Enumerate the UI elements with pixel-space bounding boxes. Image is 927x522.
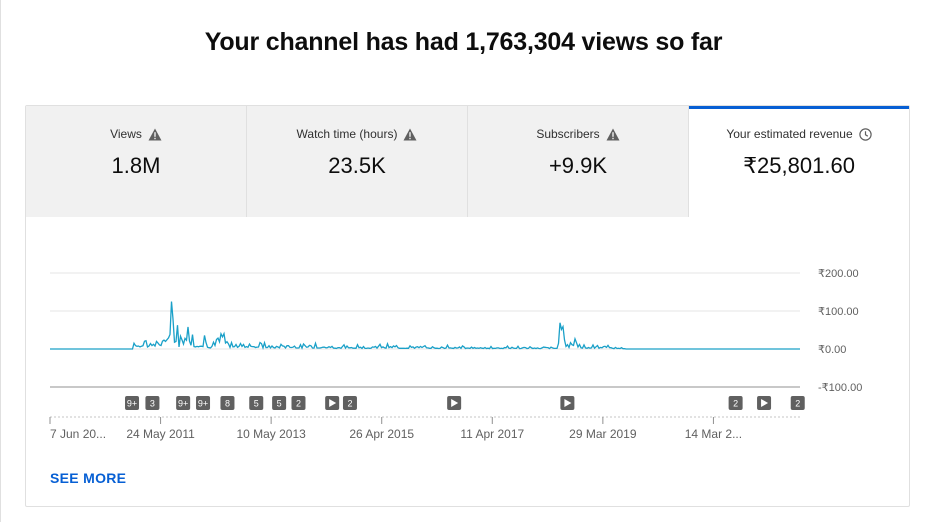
x-tick-label: 11 Apr 2017 [460,427,524,441]
play-icon [761,399,769,407]
left-border [0,0,1,522]
tab-watch-time[interactable]: Watch time (hours) 23.5K [247,106,468,217]
x-tick-label: 14 Mar 2... [685,427,742,441]
see-more-link[interactable]: SEE MORE [50,470,127,486]
warning-icon[interactable] [148,128,162,141]
annotation-marker-label: 5 [254,399,259,409]
x-tick-label: 24 May 2011 [126,427,195,441]
annotation-marker [728,396,743,410]
annotation-marker-label: 5 [277,399,282,409]
annotation-marker [272,396,287,410]
tab-watch-time-value: 23.5K [328,153,386,178]
annotation-marker-label: 9+ [127,399,137,409]
tab-views-label: Views [110,127,142,141]
metric-tabs: Views 1.8M Watch time (hours) 23.5K Subs… [26,106,909,217]
x-tick-label: 26 Apr 2015 [349,427,414,441]
play-icon [564,399,572,407]
tab-views[interactable]: Views 1.8M [26,106,247,217]
tab-subscribers-value: +9.9K [548,153,608,178]
annotation-marker [145,396,160,410]
tab-revenue-label: Your estimated revenue [726,127,853,141]
annotation-marker [790,396,805,410]
play-icon [451,399,459,407]
analytics-card: Views 1.8M Watch time (hours) 23.5K Subs… [25,105,910,507]
annotation-marker-label: 8 [225,399,230,409]
annotation-marker [342,396,357,410]
annotation-marker-label: 3 [150,399,155,409]
clock-icon[interactable] [858,127,872,141]
annotation-marker [176,396,191,410]
warning-icon[interactable] [606,128,620,141]
tab-label-row: Views [110,127,162,141]
annotation-marker-label: 2 [733,399,738,409]
tab-revenue-value: ₹25,801.60 [743,153,855,178]
tab-label-row: Watch time (hours) [297,127,418,141]
annotation-marker [249,396,264,410]
y-tick-label: -₹100.00 [818,382,862,394]
play-icon [329,399,337,407]
y-tick-label: ₹100.00 [818,306,859,318]
y-tick-label: ₹0.00 [818,344,846,356]
annotation-marker [196,396,211,410]
tab-label-row: Your estimated revenue [726,127,872,141]
annotation-marker-label: 2 [347,399,352,409]
tab-subscribers-label: Subscribers [536,127,600,141]
x-tick-label: 29 Mar 2019 [569,427,637,441]
page-title: Your channel has had 1,763,304 views so … [204,28,723,56]
annotation-marker-label: 2 [296,399,301,409]
tab-label-row: Subscribers [536,127,620,141]
tab-views-value: 1.8M [111,153,161,178]
revenue-series-line [50,301,800,351]
x-tick-label: 7 Jun 20... [50,427,106,441]
revenue-chart: ₹200.00 ₹100.00 ₹0.00 -₹100.00 9+ 3 9+ 9+ 8 5 5 2 2 2… [49,268,862,441]
x-tick-label: 10 May 2013 [236,427,306,441]
annotation-marker [291,396,306,410]
annotation-marker-label: 2 [795,399,800,409]
tab-watch-time-label: Watch time (hours) [296,127,398,141]
tab-subscribers[interactable]: Subscribers +9.9K [468,106,689,217]
annotation-marker [125,396,140,410]
tab-estimated-revenue[interactable]: Your estimated revenue ₹25,801.60 [689,106,909,217]
y-tick-label: ₹200.00 [818,268,859,280]
annotation-marker-label: 9+ [178,399,188,409]
annotation-marker-label: 9+ [198,399,208,409]
annotation-marker [220,396,235,410]
warning-icon[interactable] [403,128,417,141]
